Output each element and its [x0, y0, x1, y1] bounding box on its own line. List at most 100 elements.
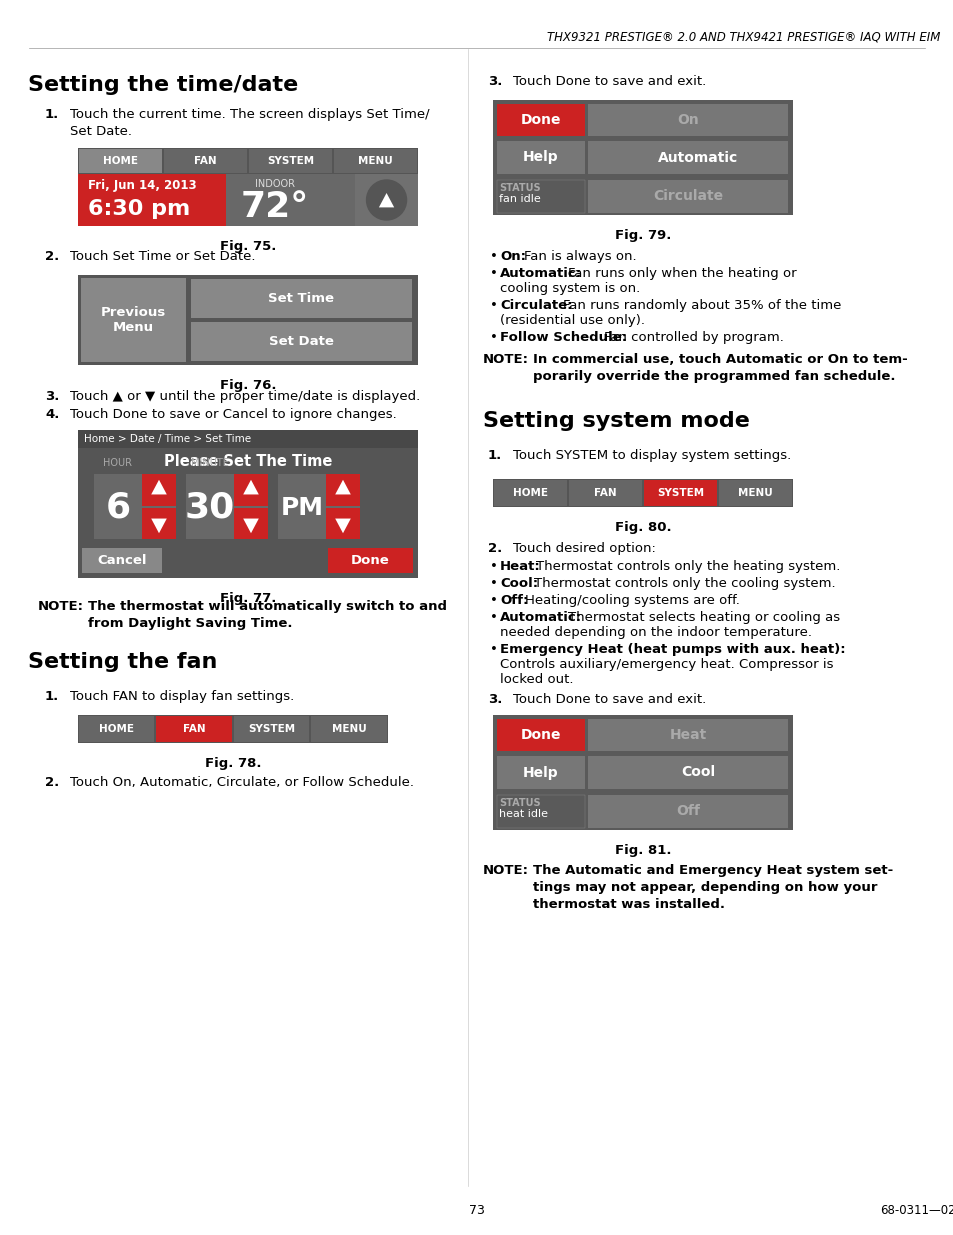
Bar — [568, 480, 641, 506]
Text: Controls auxiliary/emergency heat. Compressor is: Controls auxiliary/emergency heat. Compr… — [499, 658, 833, 671]
Text: Help: Help — [522, 766, 558, 779]
Bar — [493, 479, 792, 508]
Text: Thermostat selects heating or cooling as: Thermostat selects heating or cooling as — [567, 611, 840, 624]
Bar — [497, 719, 584, 751]
Text: Touch FAN to display fan settings.: Touch FAN to display fan settings. — [70, 690, 294, 703]
Bar — [497, 104, 584, 136]
Text: (residential use only).: (residential use only). — [499, 314, 644, 327]
Text: •: • — [490, 577, 497, 590]
Bar — [493, 715, 792, 830]
Circle shape — [366, 180, 406, 220]
Text: Touch Done to save and exit.: Touch Done to save and exit. — [513, 75, 705, 88]
Bar — [94, 474, 175, 538]
Text: 1.: 1. — [45, 690, 59, 703]
Bar — [78, 715, 388, 743]
Bar — [587, 179, 787, 212]
Bar — [497, 756, 584, 789]
Bar — [142, 508, 175, 538]
Text: Fig. 76.: Fig. 76. — [219, 379, 276, 391]
Text: Setting system mode: Setting system mode — [482, 411, 749, 431]
Text: Fig. 78.: Fig. 78. — [205, 757, 261, 769]
Text: Cancel: Cancel — [97, 555, 147, 567]
Bar — [587, 141, 787, 174]
Bar — [79, 716, 154, 742]
Text: HOUR: HOUR — [103, 458, 132, 468]
Polygon shape — [243, 519, 258, 534]
Text: HOME: HOME — [513, 488, 547, 498]
Text: Done: Done — [351, 555, 390, 567]
Text: NOTE:: NOTE: — [482, 864, 529, 877]
Bar — [497, 179, 584, 212]
Text: On:: On: — [499, 249, 525, 263]
Text: Cool: Cool — [680, 766, 715, 779]
Text: NOTE:: NOTE: — [482, 353, 529, 366]
Bar — [493, 100, 792, 215]
Text: MENU: MENU — [332, 724, 366, 734]
Text: Set Time: Set Time — [268, 291, 335, 305]
Text: cooling system is on.: cooling system is on. — [499, 282, 639, 295]
Text: Home > Date / Time > Set Time: Home > Date / Time > Set Time — [84, 433, 251, 445]
Bar — [326, 474, 359, 505]
Text: 3.: 3. — [488, 693, 502, 706]
Text: 73: 73 — [469, 1203, 484, 1216]
Polygon shape — [151, 519, 167, 534]
Text: Touch the current time. The screen displays Set Time/
Set Date.: Touch the current time. The screen displ… — [70, 107, 429, 138]
Text: Fan runs only when the heating or: Fan runs only when the heating or — [567, 267, 796, 280]
Text: locked out.: locked out. — [499, 673, 573, 685]
Text: NOTE:: NOTE: — [38, 600, 84, 613]
Text: Fan is always on.: Fan is always on. — [523, 249, 636, 263]
Text: •: • — [490, 331, 497, 345]
Text: needed depending on the indoor temperature.: needed depending on the indoor temperatu… — [499, 626, 811, 638]
Bar — [312, 716, 387, 742]
Text: Off: Off — [676, 804, 700, 819]
Text: •: • — [490, 267, 497, 280]
Bar — [164, 149, 247, 173]
Bar — [81, 278, 186, 362]
Text: 3.: 3. — [45, 390, 59, 403]
Text: Circulate: Circulate — [652, 189, 722, 204]
Bar — [643, 480, 717, 506]
Text: Thermostat controls only the heating system.: Thermostat controls only the heating sys… — [536, 559, 840, 573]
Bar — [78, 430, 417, 578]
Text: •: • — [490, 611, 497, 624]
Bar — [334, 149, 416, 173]
Text: PM: PM — [280, 495, 323, 520]
Bar — [277, 474, 359, 538]
Text: Fri, Jun 14, 2013: Fri, Jun 14, 2013 — [88, 179, 196, 193]
Text: 30: 30 — [185, 490, 234, 525]
Text: Help: Help — [522, 151, 558, 164]
Bar — [233, 716, 309, 742]
Text: Automatic:: Automatic: — [499, 267, 581, 280]
Text: In commercial use, touch Automatic or On to tem-
porarily override the programme: In commercial use, touch Automatic or On… — [533, 353, 907, 383]
Bar — [226, 174, 355, 226]
Bar — [587, 756, 787, 789]
Polygon shape — [243, 479, 258, 494]
Text: Emergency Heat (heat pumps with aux. heat):: Emergency Heat (heat pumps with aux. hea… — [499, 643, 844, 656]
Text: 2.: 2. — [45, 776, 59, 789]
Text: INDOOR: INDOOR — [254, 179, 294, 189]
Bar — [497, 141, 584, 174]
Bar — [326, 508, 359, 538]
Text: Heating/cooling systems are off.: Heating/cooling systems are off. — [524, 594, 740, 606]
Text: FAN: FAN — [183, 724, 205, 734]
Text: Fig. 75.: Fig. 75. — [219, 240, 276, 253]
Text: HOME: HOME — [103, 156, 138, 165]
Polygon shape — [335, 479, 351, 494]
Text: 72°: 72° — [240, 190, 309, 224]
Text: Fig. 77.: Fig. 77. — [219, 592, 276, 605]
Text: Fig. 79.: Fig. 79. — [614, 228, 671, 242]
Bar — [78, 148, 417, 226]
Text: Automatic:: Automatic: — [499, 611, 581, 624]
Text: STATUS: STATUS — [498, 183, 540, 193]
Text: heat idle: heat idle — [498, 809, 547, 819]
Text: Previous
Menu: Previous Menu — [101, 306, 166, 333]
Text: HOME: HOME — [99, 724, 134, 734]
Bar — [191, 322, 412, 361]
Bar — [79, 149, 162, 173]
Text: Setting the time/date: Setting the time/date — [28, 75, 298, 95]
Text: Touch desired option:: Touch desired option: — [513, 542, 655, 555]
Text: 6: 6 — [106, 490, 131, 525]
Bar — [587, 719, 787, 751]
Polygon shape — [335, 519, 351, 534]
Text: Setting the fan: Setting the fan — [28, 652, 217, 672]
